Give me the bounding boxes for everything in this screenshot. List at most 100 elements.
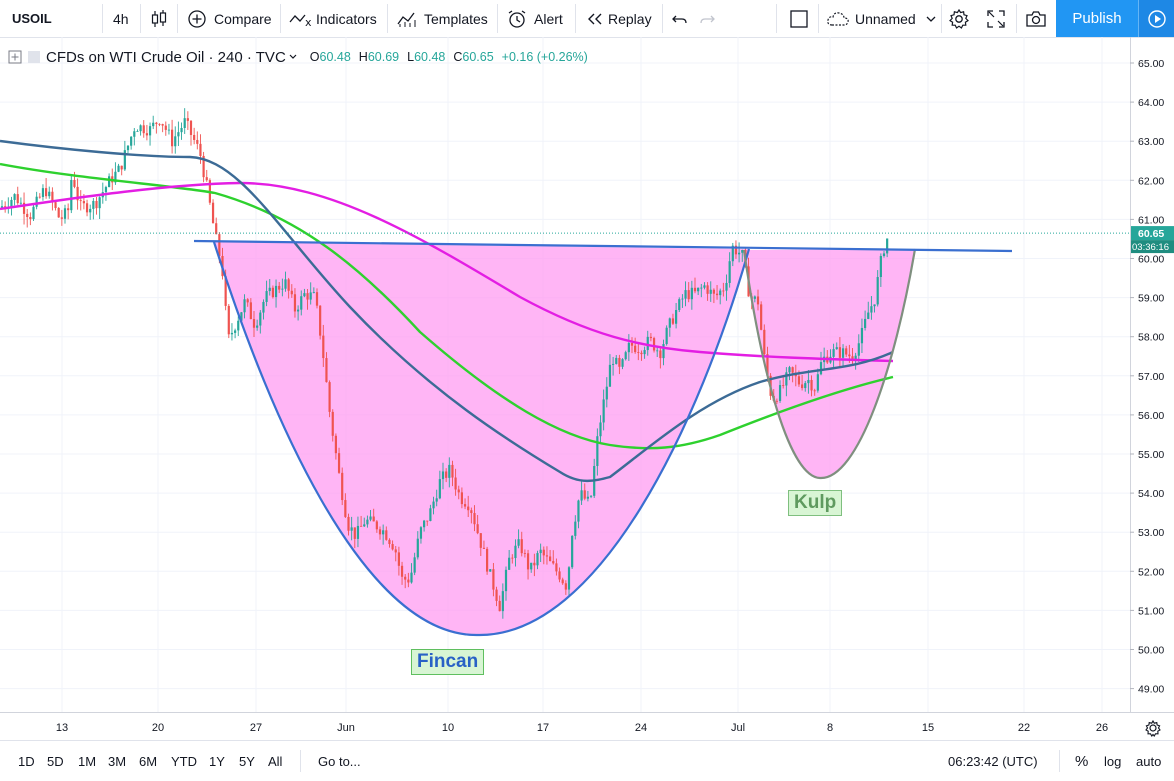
candle (876, 270, 879, 307)
indicators-button[interactable]: x Indicators (289, 0, 377, 37)
candle-body (341, 472, 344, 501)
candle-body (281, 288, 284, 290)
candle (722, 282, 725, 297)
candle-body (501, 591, 504, 612)
candle-body (262, 301, 265, 313)
candle (391, 540, 394, 551)
bar-countdown-label: 03:36:16 (1132, 242, 1169, 253)
compare-button[interactable]: Compare (187, 0, 272, 37)
candle-body (249, 302, 252, 320)
layout-menu-button[interactable]: Unnamed (826, 0, 938, 37)
candle-body (202, 155, 205, 178)
candle (687, 282, 690, 303)
price-axis-label: 58.00 (1138, 332, 1164, 344)
candle (564, 580, 567, 595)
candle (133, 128, 136, 146)
candle (171, 119, 174, 154)
chart-pane[interactable]: 65.00 64.00 63.00 62.00 61.00 60.00 59.00 58.00… (0, 37, 1174, 740)
symbol-search-button[interactable]: USOIL (12, 11, 52, 26)
publish-button[interactable]: Publish (1056, 0, 1138, 37)
range-button-1y[interactable]: 1Y (209, 753, 225, 769)
candle (249, 298, 252, 320)
time-axis-label: 24 (635, 722, 647, 734)
toolbar-divider (497, 4, 498, 33)
range-button-ytd[interactable]: YTD (171, 753, 197, 769)
undo-button[interactable] (671, 0, 689, 37)
cup-label-badge[interactable]: Fincan (411, 649, 485, 675)
range-button-6m[interactable]: 6M (139, 753, 158, 769)
handle-outline[interactable] (742, 248, 917, 480)
candle-body (224, 276, 227, 306)
candle-body (410, 572, 413, 583)
candle (605, 377, 608, 408)
expand-button[interactable] (986, 0, 1006, 37)
candle-body (766, 354, 769, 376)
candle (463, 498, 467, 510)
handle-label-badge[interactable]: Kulp (788, 490, 843, 516)
range-button-1m[interactable]: 1M (78, 753, 97, 769)
percent-scale-toggle[interactable]: % (1075, 752, 1089, 770)
snapshot-button[interactable] (1025, 0, 1047, 37)
range-button-5y[interactable]: 5Y (239, 753, 255, 769)
toolbar-divider (177, 4, 178, 33)
candle (813, 388, 816, 396)
interval-button[interactable]: 4h (113, 10, 129, 27)
candle (148, 122, 152, 146)
range-button-all[interactable]: All (268, 753, 283, 769)
candle-body (16, 194, 19, 204)
chart-style-button[interactable] (150, 0, 168, 37)
candle-body (681, 298, 684, 300)
candle (117, 163, 120, 173)
utc-clock[interactable]: 06:23:42 (UTC) (948, 753, 1038, 769)
candle-body (180, 127, 183, 133)
candle (407, 572, 410, 588)
candle (293, 288, 297, 318)
cup-outline[interactable] (212, 241, 751, 637)
goto-date-button[interactable]: Go to... (318, 753, 361, 769)
auto-scale-toggle[interactable]: auto (1136, 753, 1162, 769)
candle-body (608, 364, 612, 387)
range-button-1d[interactable]: 1D (18, 753, 35, 769)
candle-body (325, 358, 328, 383)
candle-body (615, 357, 618, 364)
templates-button[interactable]: Templates (397, 0, 488, 37)
scale-settings-icon[interactable] (1145, 719, 1161, 737)
settings-button[interactable] (948, 0, 970, 37)
candle (164, 121, 167, 136)
candle (454, 468, 457, 496)
candle-body (788, 367, 791, 373)
candle-body (344, 500, 347, 517)
alert-button[interactable]: Alert (507, 0, 563, 37)
candle-body (312, 292, 315, 293)
legend-title[interactable]: CFDs on WTI Crude Oil · 240 · TVC (46, 48, 286, 66)
plus-square-icon[interactable] (8, 50, 22, 64)
candle (41, 184, 45, 201)
range-button-5d[interactable]: 5D (47, 753, 64, 769)
publish-menu-button[interactable] (1138, 0, 1174, 37)
candle-body (577, 500, 580, 522)
candle-body (731, 245, 734, 262)
replay-button[interactable]: Replay (586, 0, 652, 37)
price-axis-label: 52.00 (1138, 566, 1164, 578)
fullscreen-toggle-button[interactable] (789, 0, 809, 37)
candle (495, 586, 498, 607)
candle-body (237, 320, 240, 331)
chevron-down-icon[interactable] (288, 52, 298, 62)
candle (788, 365, 791, 381)
candle (410, 563, 413, 584)
candle (180, 122, 183, 140)
templates-icon (397, 12, 416, 27)
log-scale-toggle[interactable]: log (1104, 753, 1122, 769)
range-button-3m[interactable]: 3M (108, 753, 127, 769)
candle (211, 199, 215, 224)
candle (281, 278, 284, 297)
candle-body (114, 171, 117, 183)
neckline-trendline[interactable] (193, 239, 1013, 253)
candle (243, 294, 246, 319)
cup-and-handle-pattern[interactable] (214, 242, 915, 636)
cup-fill[interactable] (214, 242, 749, 636)
drawing-overlays[interactable] (193, 239, 1013, 637)
redo-button[interactable] (698, 0, 716, 37)
candle (845, 345, 848, 358)
candle (161, 123, 164, 133)
